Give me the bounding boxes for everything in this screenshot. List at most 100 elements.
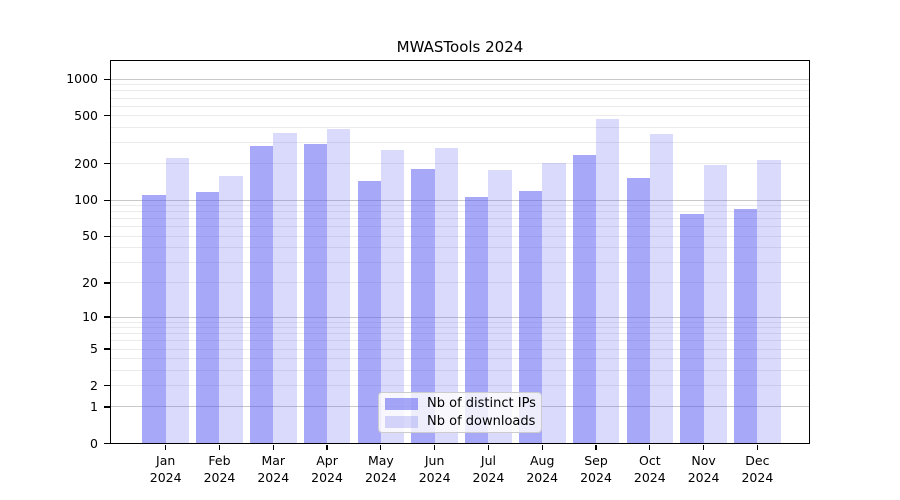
minor-gridline-90 [110,205,810,207]
minor-gridline-800 [110,90,810,92]
minor-gridline-8 [110,327,810,329]
x-tick-label-line: 2024 [687,470,720,485]
x-tick-label-may-2024: May 2024 [353,452,409,486]
x-tick-oct-2024 [649,445,651,450]
x-tick-label-line: Feb [208,453,231,468]
x-tick-label-line: 2024 [311,470,343,485]
minor-gridline-3 [110,369,810,371]
minor-gridline-60 [110,226,810,228]
y-tick-label-500: 500 [74,107,98,123]
bar-nb-of-distinct-ips-jun-2024 [411,169,435,444]
legend-swatch-nb-of-distinct-ips [385,397,418,410]
y-tick-1000 [104,78,110,80]
major-gridline-10 [110,316,810,318]
x-tick-label-sep-2024: Sep 2024 [568,452,624,486]
bar-nb-of-distinct-ips-apr-2024 [303,144,328,444]
bar-nb-of-distinct-ips-may-2024 [357,181,381,444]
x-tick-nov-2024 [703,445,705,450]
y-tick-100 [104,199,110,201]
x-tick-label-line: 2024 [472,470,505,485]
minor-gridline-80 [110,211,810,213]
legend: Nb of distinct IPs Nb of downloads [378,392,542,433]
x-tick-label-mar-2024: Mar 2024 [245,452,301,486]
y-tick-20 [104,282,110,284]
x-tick-mar-2024 [272,445,274,450]
minor-gridline-4 [110,358,810,360]
major-gridline-1000 [110,78,810,80]
x-tick-label-line: 2024 [257,470,290,485]
x-tick-jan-2024 [165,445,167,450]
plot-area: Nb of distinct IPs Nb of downloads [110,60,810,444]
minor-gridline-500 [110,115,810,117]
x-tick-sep-2024 [595,445,597,450]
y-tick-5 [104,348,110,350]
minor-gridline-6 [110,340,810,342]
minor-gridline-700 [110,97,810,99]
minor-gridline-50 [110,235,810,237]
x-tick-aug-2024 [541,445,543,450]
minor-gridline-7 [110,333,810,335]
x-tick-label-line: 2024 [741,470,774,485]
bar-nb-of-distinct-ips-jul-2024 [465,196,489,444]
y-tick-label-0: 0 [90,435,98,451]
legend-item-nb-of-downloads: Nb of downloads [385,414,535,429]
minor-gridline-20 [110,282,810,284]
minor-gridline-30 [110,261,810,263]
bar-nb-of-downloads-aug-2024 [542,162,566,444]
x-tick-label-oct-2024: Oct 2024 [622,452,678,486]
x-tick-label-nov-2024: Nov 2024 [676,452,732,486]
x-tick-label-line: Sep [584,453,608,468]
x-tick-label-line: Oct [638,453,661,468]
x-tick-label-line: Jan [156,453,176,468]
y-tick-label-1: 1 [90,398,98,414]
x-tick-label-dec-2024: Dec 2024 [729,452,785,486]
bar-nb-of-distinct-ips-aug-2024 [518,190,543,444]
x-tick-label-aug-2024: Aug 2024 [514,452,570,486]
x-tick-label-line: May [367,453,394,468]
bar-nb-of-downloads-mar-2024 [273,133,297,444]
x-tick-label-line: Jun [424,453,445,468]
y-tick-10 [104,316,110,318]
minor-gridline-9 [110,321,810,323]
minor-gridline-40 [110,247,810,249]
y-tick-200 [104,163,110,165]
x-tick-jun-2024 [434,445,436,450]
x-tick-jul-2024 [487,445,490,450]
y-tick-1 [104,406,110,408]
bar-nb-of-distinct-ips-sep-2024 [572,154,597,444]
x-tick-label-jul-2024: Jul 2024 [460,452,516,486]
x-tick-label-line: 2024 [526,470,559,485]
x-tick-feb-2024 [218,445,221,450]
y-tick-label-20: 20 [82,274,98,290]
bar-nb-of-distinct-ips-mar-2024 [249,146,274,444]
bar-nb-of-distinct-ips-dec-2024 [734,208,758,444]
minor-gridline-2 [110,385,810,387]
y-tick-2 [104,384,110,387]
bar-nb-of-downloads-apr-2024 [327,129,351,444]
minor-gridline-5 [110,348,810,350]
bar-nb-of-downloads-may-2024 [380,150,405,444]
x-tick-label-line: 2024 [364,470,397,485]
minor-gridline-400 [110,126,810,128]
legend-label-nb-of-distinct-ips: Nb of distinct IPs [427,396,536,411]
x-tick-label-apr-2024: Apr 2024 [299,452,355,486]
y-tick-label-200: 200 [74,155,98,171]
bar-nb-of-downloads-jan-2024 [165,157,189,444]
y-tick-label-1000: 1000 [66,71,98,87]
x-tick-label-line: 2024 [203,470,236,485]
bar-nb-of-downloads-nov-2024 [703,164,727,444]
x-tick-label-jun-2024: Jun 2024 [407,452,463,486]
bar-nb-of-downloads-oct-2024 [649,134,674,444]
chart-title: MWASTools 2024 [396,38,524,56]
y-tick-500 [104,115,110,117]
legend-swatch-nb-of-downloads [385,415,418,428]
bar-nb-of-downloads-feb-2024 [219,176,243,444]
legend-label-nb-of-downloads: Nb of downloads [427,414,536,429]
minor-gridline-70 [110,218,810,220]
y-tick-label-50: 50 [82,228,98,244]
bar-nb-of-downloads-dec-2024 [757,159,781,444]
y-tick-label-100: 100 [74,192,98,208]
y-tick-label-10: 10 [82,309,98,325]
bar-nb-of-downloads-jun-2024 [434,148,458,444]
